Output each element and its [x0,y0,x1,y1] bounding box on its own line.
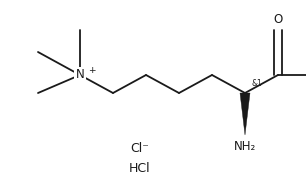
Text: O: O [273,13,283,26]
Text: NH₂: NH₂ [234,140,256,153]
Text: N: N [76,68,84,81]
Text: HCl: HCl [129,161,151,174]
Text: +: + [88,66,95,75]
Polygon shape [240,93,250,135]
Text: &1: &1 [252,79,263,88]
Text: Cl⁻: Cl⁻ [131,142,149,154]
